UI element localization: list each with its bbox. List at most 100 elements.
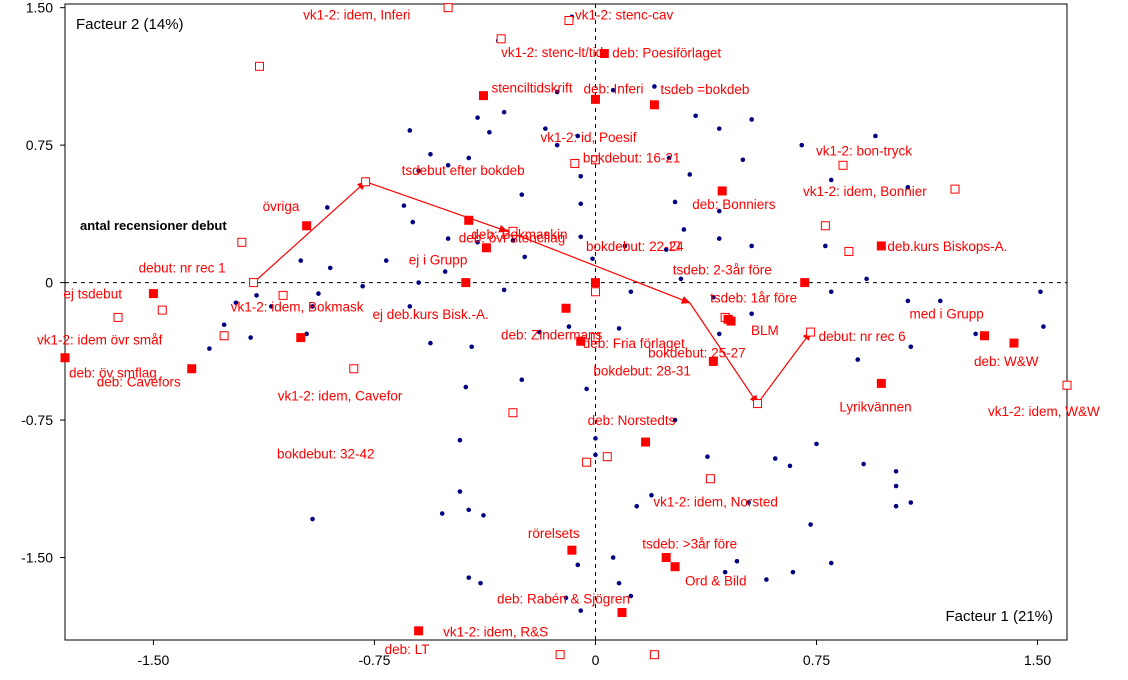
supplementary-point-marker — [950, 184, 960, 194]
active-point-marker — [561, 303, 571, 313]
active-point-label: tsdeb: 2-3år före — [673, 263, 772, 278]
active-point-label: deb: öv smflag — [69, 366, 157, 381]
supplementary-point-marker — [255, 61, 265, 71]
individual-point — [554, 142, 560, 148]
active-point-label: deb: Bokmaskin — [471, 227, 567, 242]
individual-point — [814, 441, 819, 447]
active-point-label: bokdebut: 25-27 — [648, 345, 746, 360]
x-tick-label: -0.75 — [358, 652, 390, 668]
active-point-label: deb: Inferi — [583, 81, 643, 96]
individual-point — [711, 294, 716, 300]
supplementary-point-marker — [555, 650, 565, 660]
supplementary-point-label: vk1-2: id, Poesif — [540, 130, 636, 145]
individual-point — [905, 184, 911, 190]
supplementary-point-marker — [602, 452, 612, 462]
x-axis-label: Facteur 1 (21%) — [945, 608, 1053, 625]
supplementary-point-marker — [496, 34, 506, 44]
active-point-marker — [876, 241, 886, 251]
individual-point — [716, 208, 722, 214]
supplementary-point-marker — [705, 474, 715, 484]
individual-point — [790, 569, 796, 575]
x-axis-ticks: -1.50 -0.75 0 0.75 1.50 — [137, 640, 1051, 668]
supplementary-point-label: vk1-2: idem övr småf — [37, 332, 163, 347]
individual-points — [207, 14, 1046, 613]
individual-point — [519, 377, 525, 383]
y-tick-label: 0 — [45, 275, 53, 291]
individual-point — [445, 236, 451, 241]
active-point-label: Lyrikvännen — [839, 399, 911, 414]
individual-point — [383, 258, 389, 263]
active-point-marker — [876, 378, 886, 388]
individual-point — [327, 265, 333, 271]
supplementary-point-label: vk1-2: stenc-cav — [575, 7, 674, 22]
individual-point — [905, 298, 911, 304]
supplementary-point-label: ej deb.kurs Bisk.-A. — [372, 307, 488, 322]
trajectory-segment — [365, 181, 509, 233]
individual-point — [828, 289, 834, 295]
individual-point — [716, 236, 722, 241]
individual-point — [324, 205, 330, 210]
individual-point — [1041, 324, 1046, 329]
individual-point — [543, 126, 548, 131]
individual-point — [634, 503, 640, 509]
supplementary-point-marker — [570, 158, 580, 168]
individual-point — [566, 324, 572, 329]
active-point-marker — [461, 278, 471, 288]
individual-point — [908, 500, 914, 505]
individual-point — [672, 199, 678, 205]
individual-point — [808, 522, 813, 527]
active-point-marker — [60, 353, 70, 363]
active-points: deb: Poesiförlaget stenciltidskrift tsdeb … — [60, 45, 1039, 657]
individual-point — [481, 513, 486, 518]
individual-point — [416, 280, 421, 285]
supplementary-point-label: vk1-2: idem, Norsted — [653, 495, 778, 510]
supplementary-point-label: vk1-2: idem, W&W — [988, 404, 1100, 419]
active-point-marker — [302, 221, 312, 231]
y-tick-label: -0.75 — [21, 412, 53, 428]
individual-point — [584, 386, 589, 392]
supplementary-point-label: bokdebut: 22-24 — [586, 239, 684, 254]
supplementary-point-marker — [806, 327, 816, 337]
supplementary-trajectory — [253, 181, 812, 405]
active-point-label: vk1-2: idem, Bokmask — [231, 300, 364, 315]
individual-point — [442, 269, 448, 274]
active-point-label: tsdeb: >3år före — [642, 537, 737, 552]
individual-point — [316, 291, 321, 296]
individual-point — [616, 326, 622, 331]
individual-point — [428, 151, 433, 157]
individual-point — [428, 340, 433, 346]
individual-point — [578, 234, 584, 240]
individual-point — [457, 489, 463, 494]
individual-point — [578, 608, 584, 613]
supplementary-point-marker — [649, 650, 659, 660]
trajectory-segment — [506, 230, 691, 304]
supplementary-point-marker — [582, 457, 592, 467]
active-point-marker — [800, 278, 810, 288]
individual-point — [628, 593, 634, 599]
individual-point — [799, 142, 805, 148]
individual-point — [233, 300, 239, 306]
supplementary-point-label: debut: nr rec 1 — [139, 261, 226, 276]
x-tick-label: 0 — [592, 652, 600, 668]
individual-point — [787, 463, 793, 469]
supplementary-point-marker — [590, 287, 600, 297]
active-point-marker — [464, 215, 474, 225]
supplementary-point-label: tsdeb: 1år före — [710, 290, 797, 305]
supplementary-point-marker — [361, 177, 371, 187]
individual-point — [616, 580, 622, 586]
supplementary-point-marker — [443, 3, 453, 13]
supplementary-point-marker — [753, 399, 763, 409]
supplementary-point-marker — [237, 237, 247, 247]
individual-point — [575, 133, 581, 139]
individual-point — [501, 109, 507, 115]
individual-point — [705, 454, 710, 460]
active-point-label: BLM — [751, 323, 779, 338]
active-point-label: deb: W&W — [974, 354, 1039, 369]
individual-point — [681, 227, 687, 232]
active-point-label: bokdebut: 28-31 — [593, 363, 691, 378]
supplementary-point-marker — [508, 408, 518, 418]
supplementary-point-marker — [590, 155, 600, 165]
individual-point — [519, 192, 525, 197]
supplementary-point-marker — [670, 241, 680, 251]
